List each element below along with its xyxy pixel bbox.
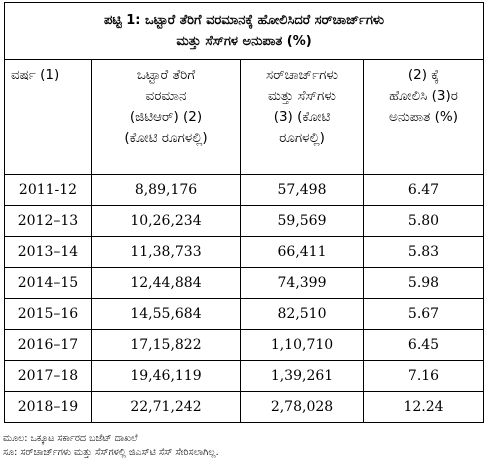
cell-surcharge: 74,399 <box>240 267 364 299</box>
table-title-line-1: ಪಟ್ಟಿ 1: ಒಟ್ಟಾರೆ ತೆರಿಗೆ ವರಮಾನಕ್ಕೆ ಹೋಲಿಸಿ… <box>103 13 385 28</box>
cell-gtr: 19,46,119 <box>91 360 241 392</box>
cell-surcharge: 2,78,028 <box>240 391 364 423</box>
table-row: 2015–16 14,55,684 82,510 5.67 <box>4 298 485 330</box>
header-line: ಅನುಪಾತ (%) <box>389 109 458 125</box>
cell-year: 2013–14 <box>4 236 92 268</box>
header-line: ಒಟ್ಟಾರೆ ತೆರಿಗೆ <box>136 67 196 83</box>
header-line: ವರಮಾನ <box>145 88 187 104</box>
header-ratio: (2) ಕ್ಕೆ ಹೋಲಿಸಿ (3)ರ ಅನುಪಾತ (%) <box>362 59 485 175</box>
header-line: ಮತ್ತು ಸೆಸ್‌ಗಳು <box>268 88 336 104</box>
table-row: 2017–18 19,46,119 1,39,261 7.16 <box>4 360 485 392</box>
header-line: (ಜಿಟಿಆರ್) (2) <box>129 109 203 125</box>
cell-ratio: 6.45 <box>362 329 485 361</box>
header-gtr: ಒಟ್ಟಾರೆ ತೆರಿಗೆ ವರಮಾನ (ಜಿಟಿಆರ್) (2) (ಕೋಟಿ… <box>91 59 241 175</box>
cell-year: 2015–16 <box>4 298 92 330</box>
table-row: 2016–17 17,15,822 1,10,710 6.45 <box>4 329 485 361</box>
cell-year: 2016–17 <box>4 329 92 361</box>
cell-gtr: 11,38,733 <box>91 236 241 268</box>
table-title-row: ಪಟ್ಟಿ 1: ಒಟ್ಟಾರೆ ತೆರಿಗೆ ವರಮಾನಕ್ಕೆ ಹೋಲಿಸಿ… <box>3 2 485 60</box>
cell-surcharge: 57,498 <box>240 174 364 206</box>
header-line: ರೂಗಳಲ್ಲಿ) <box>279 130 325 146</box>
table-title-line-2: ಮತ್ತು ಸೆಸ್‌ಗಳ ಅನುಪಾತ (%) <box>176 34 312 49</box>
source-note: ಮೂಲ: ಒಕ್ಕೂಟ ಸರ್ಕಾರದ ಬಜೆಟ್ ದಾಖಲೆ <box>3 433 138 444</box>
header-line: ಹೋಲಿಸಿ (3)ರ <box>389 88 458 104</box>
cell-ratio: 5.67 <box>362 298 485 330</box>
cell-year: 2018–19 <box>4 391 92 423</box>
cell-year: 2014–15 <box>4 267 92 299</box>
table-row: 2013–14 11,38,733 66,411 5.83 <box>4 236 485 268</box>
header-row: ವರ್ಷ (1) ಒಟ್ಟಾರೆ ತೆರಿಗೆ ವರಮಾನ (ಜಿಟಿಆರ್) … <box>4 59 485 175</box>
cell-year: 2011-12 <box>4 174 92 206</box>
header-line: (2) ಕ್ಕೆ <box>407 67 440 83</box>
gst-cess-note: ಸೂ: ಸರ್‌ಚಾರ್ಜ್‌ಗಳು ಮತ್ತು ಸೆಸ್‌ಗಳಲ್ಲಿ ಜಿಎ… <box>3 447 219 458</box>
cell-ratio: 5.83 <box>362 236 485 268</box>
header-line: ಸರ್‌ಚಾರ್ಜ್‌ಗಳು <box>265 67 339 83</box>
cell-gtr: 10,26,234 <box>91 205 241 237</box>
cell-ratio: 5.98 <box>362 267 485 299</box>
table-row: 2011-12 8,89,176 57,498 6.47 <box>4 174 485 206</box>
cell-surcharge: 1,10,710 <box>240 329 364 361</box>
header-line: (ಕೋಟಿ ರೂಗಳಲ್ಲಿ) <box>124 130 208 146</box>
cell-surcharge: 82,510 <box>240 298 364 330</box>
header-surcharge: ಸರ್‌ಚಾರ್ಜ್‌ಗಳು ಮತ್ತು ಸೆಸ್‌ಗಳು (3) (ಕೋಟಿ … <box>240 59 364 175</box>
header-line: ವರ್ಷ (1) <box>11 67 60 83</box>
surcharge-cess-table: ಪಟ್ಟಿ 1: ಒಟ್ಟಾರೆ ತೆರಿಗೆ ವರಮಾನಕ್ಕೆ ಹೋಲಿಸಿ… <box>3 2 485 423</box>
cell-gtr: 22,71,242 <box>91 391 241 423</box>
cell-gtr: 14,55,684 <box>91 298 241 330</box>
cell-surcharge: 66,411 <box>240 236 364 268</box>
cell-surcharge: 59,569 <box>240 205 364 237</box>
cell-ratio: 5.80 <box>362 205 485 237</box>
cell-ratio: 12.24 <box>362 391 485 423</box>
cell-gtr: 8,89,176 <box>91 174 241 206</box>
table-row: 2018–19 22,71,242 2,78,028 12.24 <box>4 391 485 423</box>
cell-ratio: 6.47 <box>362 174 485 206</box>
cell-gtr: 12,44,884 <box>91 267 241 299</box>
table-row: 2014–15 12,44,884 74,399 5.98 <box>4 267 485 299</box>
cell-gtr: 17,15,822 <box>91 329 241 361</box>
header-line: (3) (ಕೋಟಿ <box>273 109 331 125</box>
cell-ratio: 7.16 <box>362 360 485 392</box>
table-row: 2012–13 10,26,234 59,569 5.80 <box>4 205 485 237</box>
table-title: ಪಟ್ಟಿ 1: ಒಟ್ಟಾರೆ ತೆರಿಗೆ ವರಮಾನಕ್ಕೆ ಹೋಲಿಸಿ… <box>3 2 485 60</box>
cell-year: 2012–13 <box>4 205 92 237</box>
cell-surcharge: 1,39,261 <box>240 360 364 392</box>
table-footnotes: ಮೂಲ: ಒಕ್ಕೂಟ ಸರ್ಕಾರದ ಬಜೆಟ್ ದಾಖಲೆ ಸೂ: ಸರ್‌… <box>3 432 483 460</box>
header-year: ವರ್ಷ (1) <box>4 59 92 175</box>
cell-year: 2017–18 <box>4 360 92 392</box>
